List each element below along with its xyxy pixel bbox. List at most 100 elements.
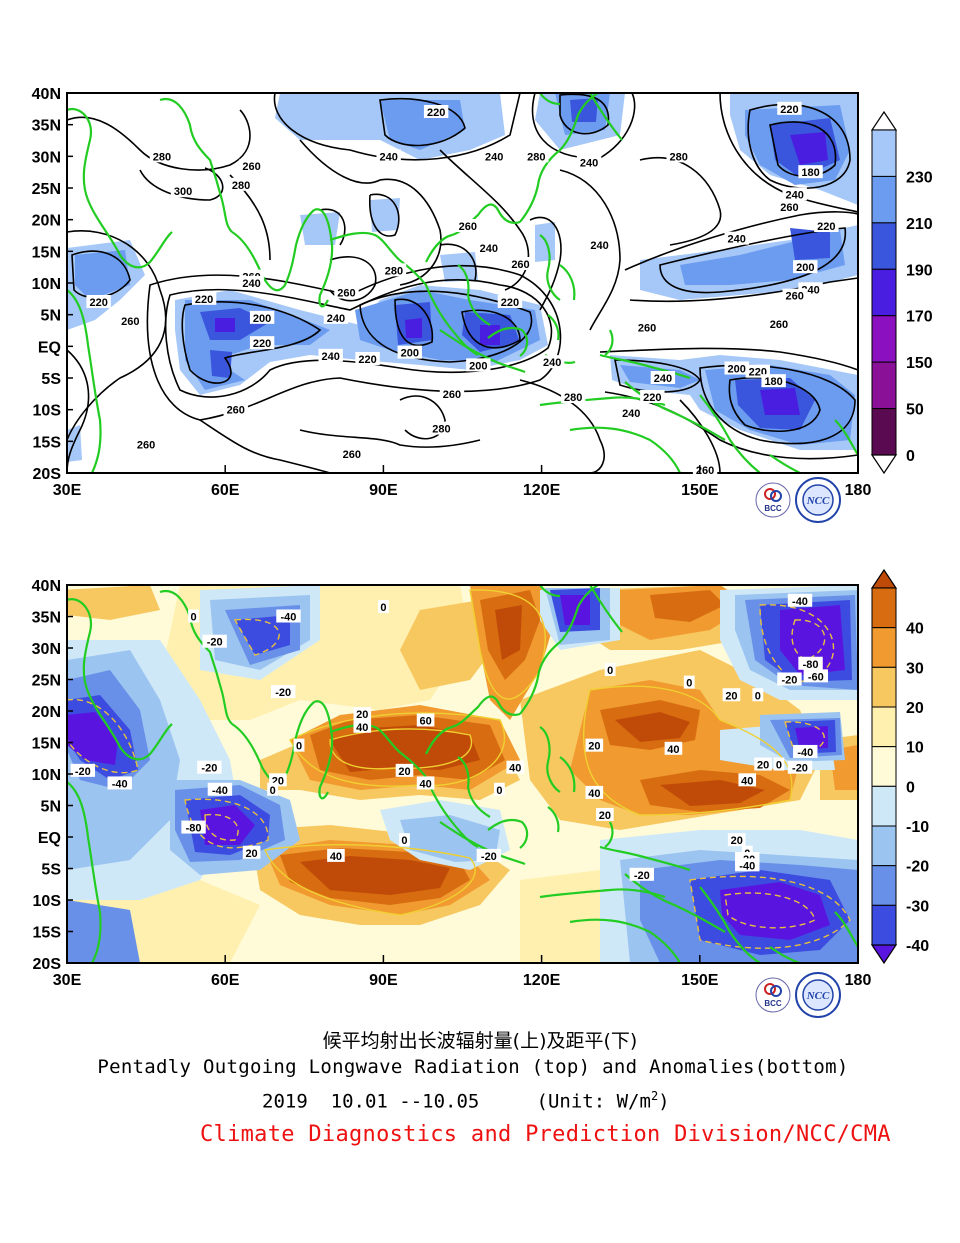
bottom-contour-label: -40 [739,860,755,872]
top-contour-label: 240 [590,240,608,252]
top-contour-label: 220 [89,297,107,309]
bottom-contour-label-bg [207,782,233,796]
bottom-colorbar-label: 10 [906,740,924,757]
top-contour-label-bg [191,291,217,305]
bottom-map-field [67,585,858,963]
bottom-contour-label-bg [271,685,296,699]
top-contour-label-bg [640,390,665,403]
bottom-shading-deep-orange [300,605,765,895]
bottom-contour-label-bg [188,609,199,623]
bottom-contour-label: 0 [776,760,782,772]
bottom-contour-label-bg [803,669,829,683]
top-contour-label-bg [397,345,422,359]
top-contour-label-bg [476,241,502,255]
top-contour-label: 280 [153,151,171,163]
top-contour-label: 260 [443,389,461,401]
top-lat-label: 5N [41,308,61,325]
bottom-axes: 30E 60E 90E 120E 150E 180 40N 35N 30N 25N 20N 15N 10… [32,578,872,989]
top-colorbar-label: 0 [906,448,915,465]
bottom-colorbar-segment [871,785,897,827]
bottom-colorbar-label: 30 [906,660,924,677]
top-contour-label-bg [381,263,407,277]
bottom-lat-label: 30N [32,641,61,658]
top-lat-label: EQ [38,339,61,356]
top-contour-label: 260 [696,465,714,477]
top-contour-label: 260 [121,316,139,328]
bottom-colorbar-label: -10 [906,819,929,836]
bottom-contour-label: 0 [190,612,196,624]
bottom-contour-label-bg [327,848,345,862]
top-contour-label-bg [249,310,275,324]
bottom-contour-label-bg [735,858,760,872]
top-contour-label: 220 [358,354,376,366]
top-contour-label: 180 [764,376,782,388]
top-axes: 30E 60E 90E 120E 150E 180 40N 35N 30N 25N 20N 15N 10… [32,86,872,499]
top-contour-label-bg [86,295,111,308]
top-contour-label: 260 [459,221,477,233]
top-lon-label: 60E [211,482,240,499]
bottom-contour-label-bg [494,782,505,796]
top-contour-label-bg [724,231,749,245]
top-lat-label: 35N [32,118,61,135]
top-contour-label: 280 [670,151,688,163]
top-lon-label: 150E [681,482,719,499]
top-contour-label: 220 [195,294,213,306]
top-contour-label: 260 [638,322,656,334]
top-contour-label: 260 [780,202,798,214]
bottom-contour-label-bg [777,672,802,686]
top-contour-label-bg [118,314,143,327]
unit-suffix: ) [658,1090,670,1113]
top-lat-label: 25N [32,181,61,198]
top-contour-label-bg [423,105,449,118]
top-contour-label: 200 [796,262,814,274]
bottom-contour-label-bg [202,634,227,648]
top-colorbar-label: 150 [906,355,933,372]
top-colorbar-bottom-arrow [870,454,898,475]
bottom-contour-label: 40 [741,775,753,787]
top-contour-label-bg [766,317,792,331]
bottom-contour-label: 0 [380,602,386,614]
bottom-contour-label-bg [107,776,132,790]
bottom-contour-label: 0 [401,835,407,847]
top-contour-label: 280 [564,392,582,404]
top-contour-label-bg [814,219,839,232]
top-contour-label-bg [223,402,248,416]
bottom-contour-label-bg [267,782,279,796]
top-contour-label: 280 [232,180,250,192]
top-contour-label-bg [619,405,644,419]
bottom-contour-label: 0 [496,785,502,797]
top-contour-label-bg [793,260,818,274]
bottom-contour-label: 0 [755,690,761,702]
top-contour-label-bg [133,437,159,451]
bottom-contour-label: 20 [588,741,600,753]
top-contour-label-bg [561,390,586,403]
top-contour-label-bg [170,184,196,198]
top-contour-label-bg [798,165,823,179]
top-colorbar-segment [871,408,897,456]
top-contour-label-bg [429,421,454,435]
bottom-contours-negative [67,604,851,949]
bottom-contour-label-bg [293,738,305,752]
top-colorbar-segment [871,222,897,270]
top-contour-label-bg [634,320,660,334]
bottom-contour-label-bg [416,776,435,790]
bottom-lat-label: 20S [33,956,62,973]
english-title: Pentadly Outgoing Longwave Radiation (to… [97,1056,849,1078]
bottom-lat-label: 10S [33,893,62,910]
bcc-logo-bottom: BCC [755,977,791,1013]
bottom-contour-label: 0 [607,665,613,677]
bottom-colorbar-segment [871,904,897,946]
top-contour-label-bg [777,200,802,213]
top-contour-label-bg [149,149,175,163]
bottom-contour-label-bg [798,656,823,670]
bottom-contour-label: -20 [275,687,291,699]
bottom-lat-label: 40N [32,578,61,595]
bottom-contour-label: 0 [686,678,692,690]
bottom-contour-label-bg [416,713,435,727]
bottom-lon-label: 180 [845,972,872,989]
unit-prefix: (Unit: W/m [536,1090,651,1113]
date-unit-line: 2019 10.01 --10.05 (Unit: W/m2) [262,1089,670,1112]
bottom-colorbar-segment [871,666,897,708]
top-lat-label: 40N [32,86,61,103]
bottom-contour-label-bg [727,833,746,847]
